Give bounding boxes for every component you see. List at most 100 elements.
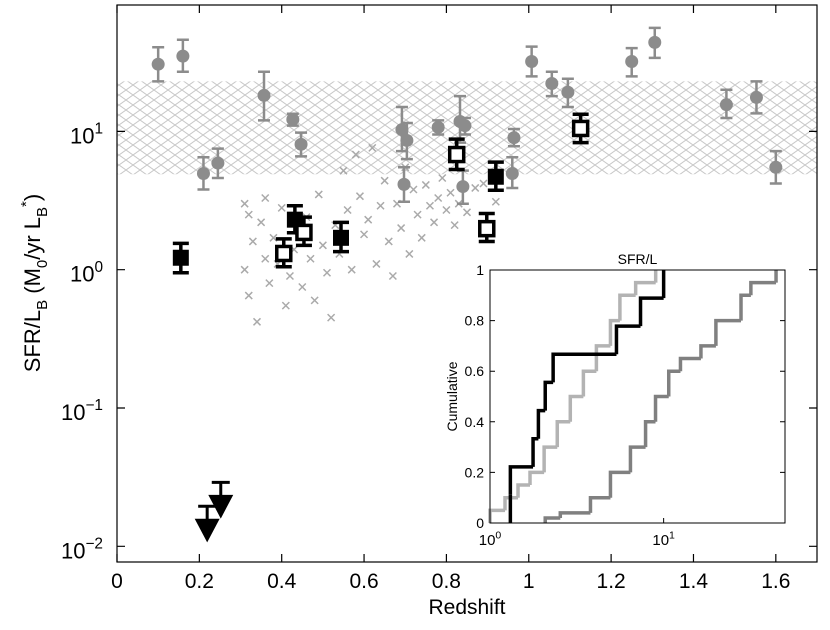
cdf-step [543,516,561,523]
circle-marker [458,119,472,133]
cdf-step [678,356,701,372]
square-marker [487,168,504,185]
tick-label: 100 [479,529,502,549]
circle-marker [505,167,519,181]
tick-label: 0.6 [349,570,378,593]
x-marker [261,254,270,263]
tick-label: 0.4 [267,570,297,593]
cdf-step [608,318,620,346]
x-marker [240,199,249,208]
x-marker [257,218,266,227]
tick-label: 1 [476,262,484,278]
x-marker [347,265,356,274]
cdf-step [614,324,641,355]
square-marker [172,249,189,266]
x-marker [397,224,406,233]
x-marker [322,268,332,277]
x-marker [425,201,434,210]
tick-label: 0.8 [465,313,485,329]
tick-label-exponent: −2 [85,535,103,552]
cdf-step [699,344,716,359]
cdf-step [551,352,617,383]
x-marker [252,317,262,326]
tick-label-base: 10 [479,532,496,549]
circle-marker [294,137,308,151]
y-axis-label-part: * [18,201,35,207]
cdf-step [628,445,646,473]
x-marker [446,188,455,197]
x-marker [355,192,364,201]
circle-marker [545,76,559,90]
x-marker [327,313,336,322]
tick-label: 101 [652,529,675,549]
x-marker [491,197,500,206]
cdf-step [536,408,546,439]
cdf-step [543,380,554,411]
open-square-marker [295,223,313,242]
open-square-marker [478,219,496,238]
tick-label: 1 [523,570,535,593]
tick-label-base: 10 [61,538,85,563]
tick-label-base: 10 [70,262,94,287]
circle-marker [211,156,225,170]
cdf-step [633,280,656,296]
x-marker [368,143,377,152]
tick-label: 0.8 [432,570,461,593]
open-square-marker [447,145,466,164]
tick-label: 10−1 [61,397,103,425]
tick-label: 100 [70,259,103,287]
x-marker [372,259,381,268]
cdf-step [618,293,636,321]
y-axis-label-part: B [34,300,51,310]
x-marker [438,173,447,183]
tick-label: 101 [70,120,103,148]
circle-marker [769,160,783,174]
tick-label-exponent: −1 [85,397,103,414]
tick-label-base: 10 [61,400,85,425]
inset-background [490,270,785,523]
y-axis-label: SFR/LB (M0/yr LB*) [18,194,51,372]
cdf-step [503,495,519,511]
x-marker [343,206,352,215]
x-marker [409,185,418,194]
cdf-step [581,369,597,397]
upper-limit-marker [208,480,234,519]
tick-label: 0 [476,515,484,531]
x-marker [360,230,369,239]
x-marker [298,282,307,292]
tick-label-exponent: 1 [94,120,103,137]
cdf-step [568,394,584,422]
x-marker [244,210,253,219]
circle-marker [625,55,639,69]
x-marker [248,237,257,246]
tick-label: 1.4 [679,570,709,593]
tick-label: 0.4 [465,414,485,430]
cdf-step [739,293,751,321]
x-marker [265,279,274,288]
square-marker [333,229,349,246]
x-marker [306,254,315,263]
cdf-step [714,318,742,346]
x-marker [417,233,426,242]
cdf-step [666,369,681,397]
open-square-marker [275,244,293,263]
open-square-marker [571,119,590,138]
circle-marker [400,133,414,147]
cdf-step [643,420,656,448]
cdf-step [594,344,611,372]
tick-label-exponent: 0 [495,529,501,541]
circle-marker [395,123,409,137]
cdf-step [528,470,545,486]
cdf-step [555,420,571,448]
y-axis-label-part: B [34,207,51,217]
x-marker [421,180,430,189]
x-marker [450,221,459,230]
x-marker [285,271,294,281]
x-marker [434,193,443,203]
cdf-step [558,511,591,518]
tick-label-base: 10 [70,123,94,148]
tick-label: 0 [111,570,123,593]
upper-limit-marker [194,504,220,543]
